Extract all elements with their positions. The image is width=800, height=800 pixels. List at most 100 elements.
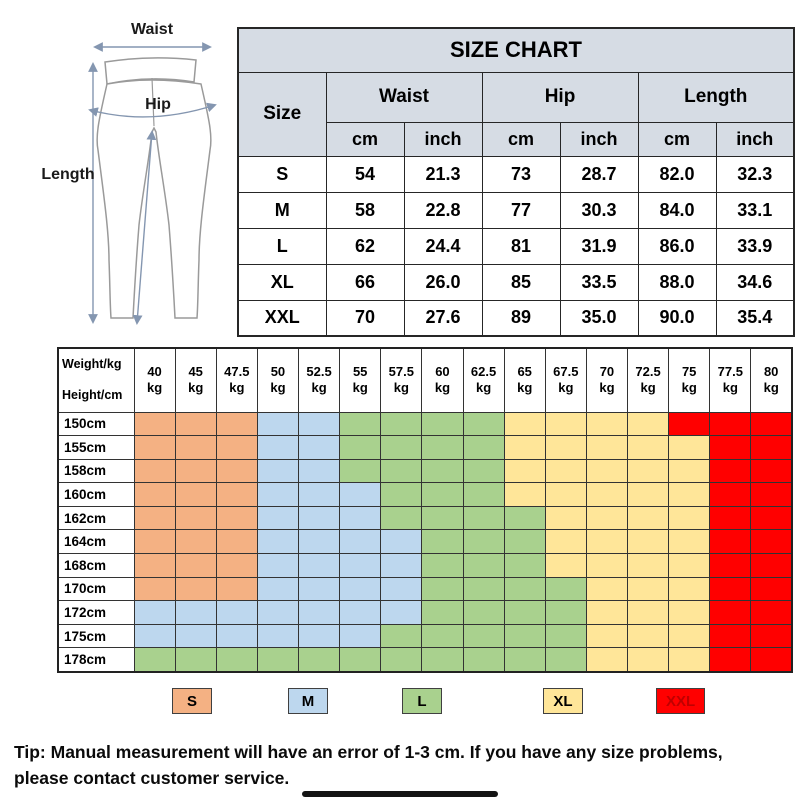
matrix-cell-S [215,482,258,507]
matrix-cell-XXL [750,576,793,602]
matrix-cell-S [174,576,217,602]
measurement-cell: 26.0 [403,263,483,301]
matrix-cell-L [462,647,505,673]
matrix-cell-L [462,505,505,531]
matrix-cell-M [339,482,382,507]
weight-header-cell: 57.5 kg [380,347,423,413]
length-group-header: Length [637,71,795,123]
matrix-cell-XL [544,411,587,437]
matrix-cell-M [256,411,300,437]
matrix-cell-XL [544,505,587,531]
matrix-cell-XL [668,647,711,673]
matrix-cell-XXL [709,647,752,673]
size-cell: XL [237,263,327,301]
size-chart-body: S 54 21.3 73 28.7 82.0 32.3 M 58 22.8 77 30.3 84.0 33… [237,155,795,337]
weight-value: 70 [599,364,615,379]
size-chart-row: XXL 70 27.6 89 35.0 90.0 35.4 [237,299,795,337]
matrix-cell-XXL [750,647,793,673]
matrix-cell-M [256,576,300,602]
matrix-cell-M [256,600,300,625]
matrix-cell-L [339,647,382,673]
weight-axis-label: Weight/kg [62,356,122,371]
measurement-cell: 70 [325,299,405,337]
weight-header-cell: 60 kg [421,347,464,413]
weight-unit: kg [393,380,409,396]
matrix-cell-M [380,529,423,555]
size-chart-table: SIZE CHART Size Waist Hip Length cm inch… [237,27,796,337]
legend-XXL: XXL [656,688,706,714]
matrix-body: 150cm 155cm 158cm 160cm 162cm 164cm 168cm 170cm… [57,411,793,673]
height-weight-matrix: Weight/kg Height/cm 40 kg 45 kg 47.5 kg 50 kg 52… [57,347,793,673]
weight-header-cell: 65 kg [503,347,546,413]
matrix-cell-XL [544,458,587,484]
matrix-cell-XXL [750,411,793,437]
measurement-cell: 33.9 [715,227,795,265]
weight-value: 52.5 [306,364,332,379]
matrix-cell-XL [503,458,546,484]
matrix-cell-M [256,623,300,649]
weight-unit: kg [270,380,286,396]
matrix-cell-XL [626,458,670,484]
measurement-cell: 35.0 [559,299,639,337]
matrix-cell-M [380,576,423,602]
height-label-cell: 175cm [57,623,135,649]
matrix-row: 175cm [57,623,793,649]
weight-value: 80 [763,364,779,379]
matrix-cell-L [380,623,423,649]
matrix-cell-L [544,576,587,602]
matrix-cell-L [133,647,176,673]
matrix-cell-L [380,411,423,437]
matrix-cell-XL [626,529,670,555]
measurement-cell: 28.7 [559,155,639,193]
weight-unit: kg [763,380,779,396]
matrix-cell-XL [626,482,670,507]
matrix-cell-XL [668,623,711,649]
matrix-cell-XL [668,529,711,555]
weight-unit: kg [188,380,204,396]
matrix-cell-XL [668,435,711,460]
measurement-cell: 21.3 [403,155,483,193]
matrix-cell-L [462,435,505,460]
weight-unit: kg [681,380,697,396]
matrix-cell-S [215,553,258,578]
matrix-cell-L [503,600,546,625]
matrix-cell-XXL [709,576,752,602]
matrix-cell-L [421,435,464,460]
matrix-cell-XL [668,553,711,578]
matrix-cell-L [503,505,546,531]
matrix-cell-XXL [709,435,752,460]
legend-XL: XL [543,688,583,714]
matrix-cell-L [215,647,258,673]
leggings-outline [96,79,212,319]
matrix-row: 172cm [57,600,793,625]
length-cm-header: cm [637,121,717,157]
legend-L: L [402,688,442,714]
weight-value: 40 [147,364,162,379]
matrix-cell-M [256,482,300,507]
matrix-cell-M [297,576,341,602]
matrix-cell-L [421,411,464,437]
matrix-cell-L [421,505,464,531]
matrix-cell-XL [668,576,711,602]
matrix-cell-XXL [709,600,752,625]
weight-value: 60 [435,364,450,379]
weight-unit: kg [146,380,163,396]
matrix-cell-M [133,600,176,625]
weight-header-cell: 52.5 kg [297,347,341,413]
matrix-cell-L [380,482,423,507]
weight-value: 55 [352,364,368,379]
matrix-cell-XL [626,600,670,625]
matrix-cell-M [380,600,423,625]
matrix-cell-L [503,576,546,602]
height-label-cell: 172cm [57,600,135,625]
matrix-cell-XL [503,435,546,460]
matrix-cell-L [503,553,546,578]
matrix-cell-M [256,435,300,460]
weight-header-cell: 40 kg [133,347,176,413]
weight-unit: kg [352,380,368,396]
matrix-cell-S [133,482,176,507]
weight-value: 75 [681,364,697,379]
hip-arrow [88,102,217,118]
matrix-cell-L [421,458,464,484]
